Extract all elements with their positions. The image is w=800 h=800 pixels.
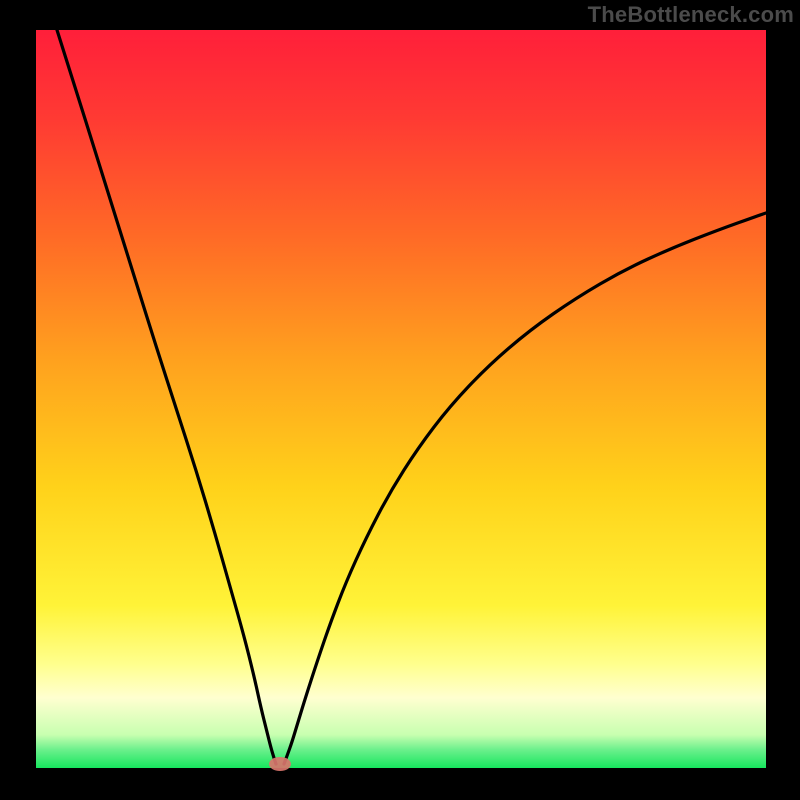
- watermark-text: TheBottleneck.com: [588, 2, 794, 28]
- chart-container: TheBottleneck.com: [0, 0, 800, 800]
- bottleneck-curve: [36, 30, 766, 768]
- plot-area: [36, 30, 766, 768]
- optimum-marker: [269, 757, 291, 771]
